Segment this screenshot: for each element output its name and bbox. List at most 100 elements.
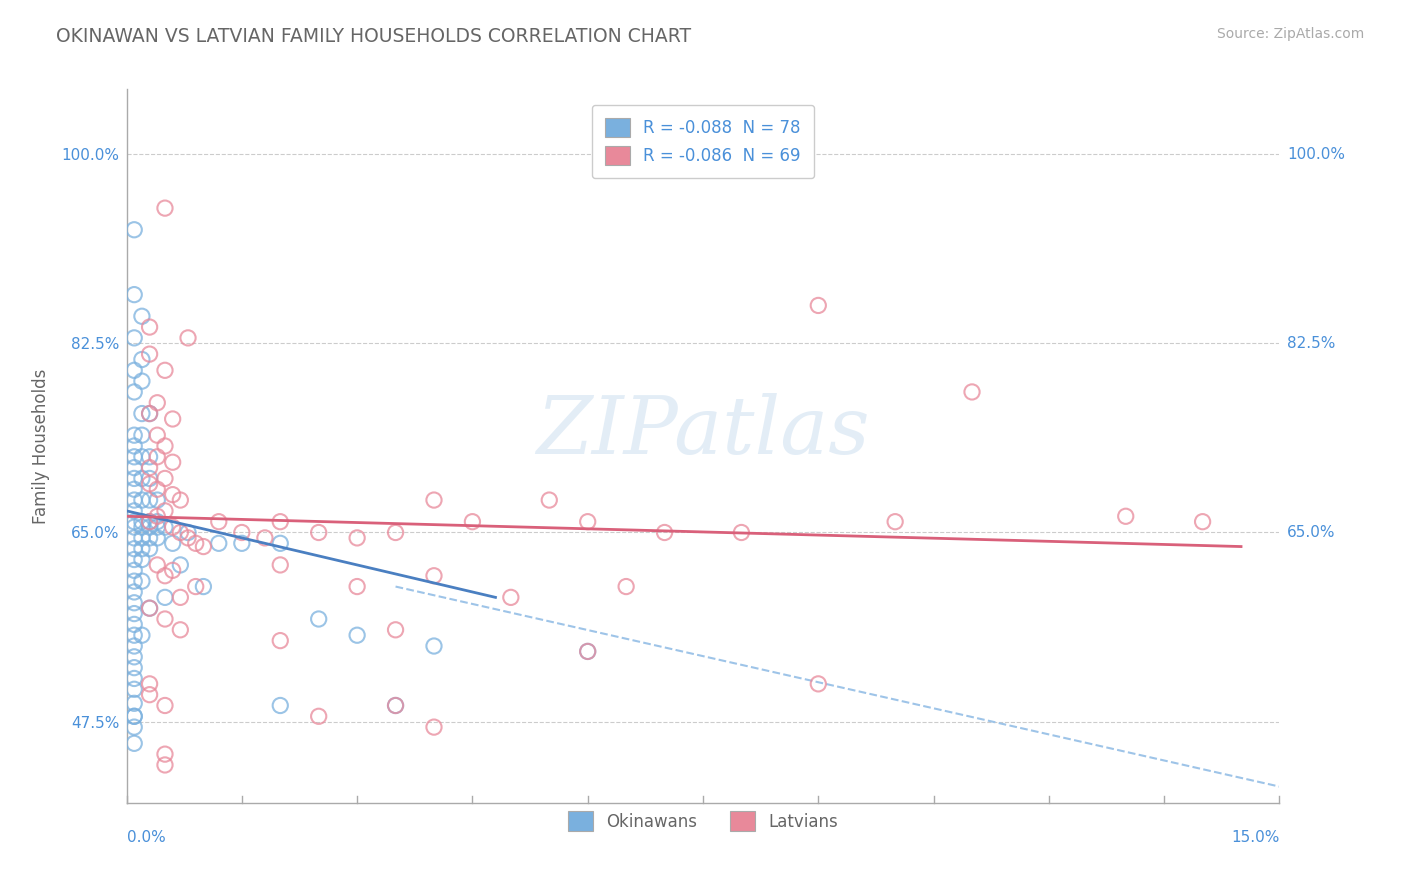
Point [193,580,215,594]
Point [146,509,169,524]
Point [169,525,191,540]
Point [138,320,160,334]
Point [131,574,153,589]
Point [153,439,176,453]
Point [614,580,637,594]
Point [138,688,160,702]
Point [122,363,145,377]
Point [153,363,176,377]
Point [122,709,145,723]
Text: 15.0%: 15.0% [1232,830,1279,845]
Point [461,515,484,529]
Point [538,493,561,508]
Point [131,471,153,485]
Point [138,347,160,361]
Point [138,460,160,475]
Point [162,412,184,426]
Point [269,633,291,648]
Point [730,525,752,540]
Point [146,558,169,572]
Point [146,450,169,464]
Y-axis label: Family Households: Family Households [32,368,51,524]
Text: 100.0%: 100.0% [1286,146,1346,161]
Point [131,520,153,534]
Point [308,709,330,723]
Point [184,536,207,550]
Point [138,601,160,615]
Point [122,331,145,345]
Point [177,531,200,545]
Point [499,591,522,605]
Point [122,428,145,442]
Point [138,541,160,556]
Point [138,531,160,545]
Point [346,531,368,545]
Point [1191,515,1213,529]
Point [122,696,145,710]
Point [131,493,153,508]
Point [576,644,599,658]
Point [184,580,207,594]
Point [138,476,160,491]
Point [122,709,145,723]
Point [169,558,191,572]
Point [162,536,184,550]
Point [131,374,153,388]
Point [122,541,145,556]
Point [122,504,145,518]
Point [269,515,291,529]
Point [122,439,145,453]
Point [146,396,169,410]
Point [153,520,176,534]
Point [384,698,406,713]
Point [138,407,160,421]
Point [177,525,200,540]
Point [162,455,184,469]
Point [153,612,176,626]
Point [122,672,145,686]
Point [231,536,253,550]
Point [138,471,160,485]
Text: 0.0%: 0.0% [127,830,166,845]
Text: OKINAWAN VS LATVIAN FAMILY HOUSEHOLDS CORRELATION CHART: OKINAWAN VS LATVIAN FAMILY HOUSEHOLDS CO… [56,27,692,45]
Point [423,720,446,734]
Point [807,298,830,312]
Point [384,525,406,540]
Point [169,493,191,508]
Point [162,520,184,534]
Point [231,525,253,540]
Text: 82.5%: 82.5% [1286,335,1336,351]
Point [269,698,291,713]
Point [131,407,153,421]
Point [162,563,184,577]
Point [346,628,368,642]
Point [153,698,176,713]
Point [131,310,153,324]
Point [193,540,215,554]
Point [131,541,153,556]
Point [138,515,160,529]
Point [122,649,145,664]
Point [138,407,160,421]
Point [138,493,160,508]
Point [169,591,191,605]
Point [138,601,160,615]
Point [146,515,169,529]
Point [169,623,191,637]
Point [122,574,145,589]
Point [122,563,145,577]
Point [122,287,145,301]
Point [138,520,160,534]
Point [208,536,231,550]
Point [146,493,169,508]
Point [122,736,145,750]
Point [122,682,145,697]
Point [138,450,160,464]
Point [153,471,176,485]
Point [146,531,169,545]
Point [138,677,160,691]
Point [423,568,446,582]
Point [576,644,599,658]
Point [162,488,184,502]
Point [131,552,153,566]
